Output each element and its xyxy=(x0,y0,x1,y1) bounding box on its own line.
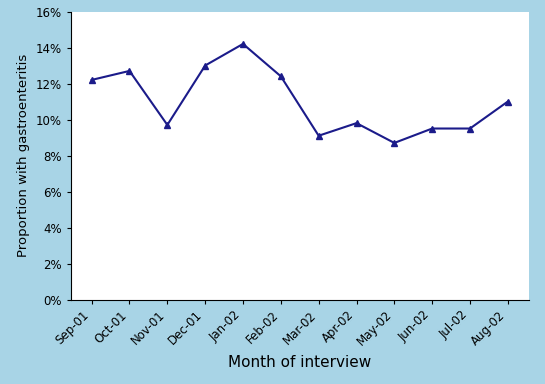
Y-axis label: Proportion with gastroenteritis: Proportion with gastroenteritis xyxy=(17,54,30,257)
X-axis label: Month of interview: Month of interview xyxy=(228,355,371,370)
